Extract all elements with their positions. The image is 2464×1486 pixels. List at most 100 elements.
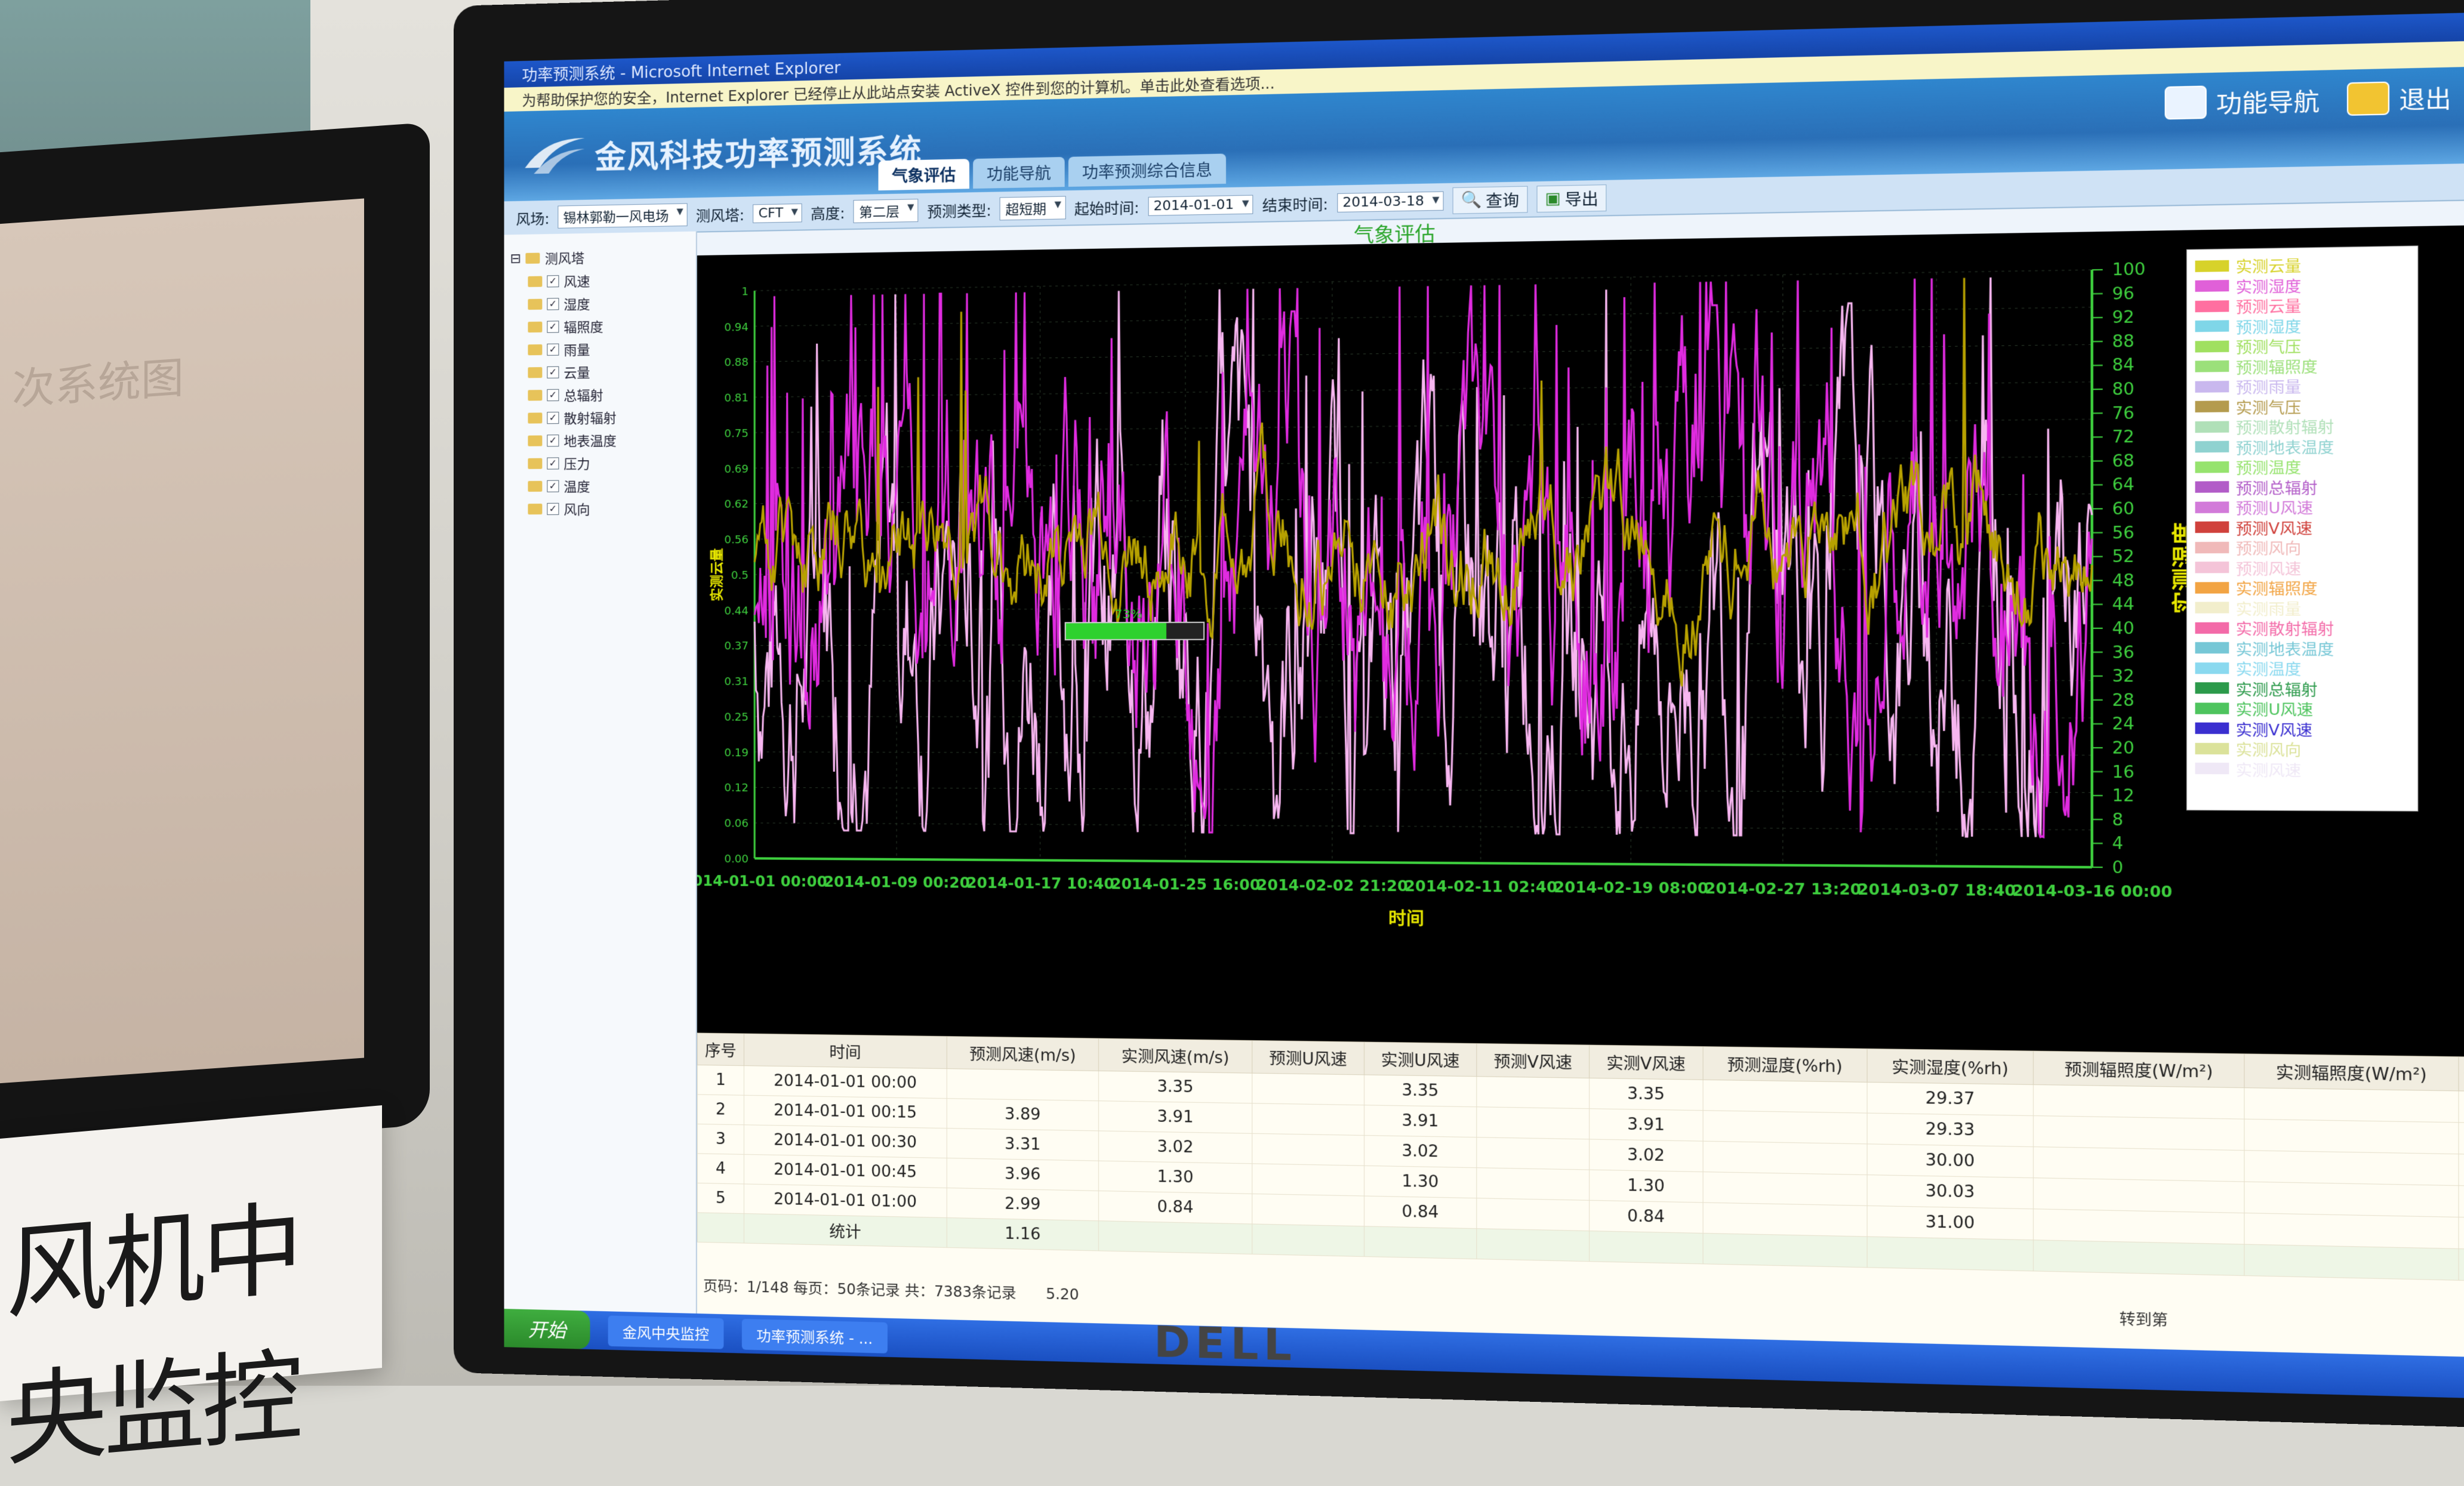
legend-item[interactable]: 预测气压 (2195, 334, 2410, 356)
legend-item[interactable]: 实测V风速 (2195, 719, 2410, 739)
tree-item[interactable]: ✓温度 (528, 474, 689, 498)
legend-label: 实测雨量 (2236, 596, 2301, 619)
table-header-cell[interactable]: 预测风速(m/s) (947, 1037, 1099, 1071)
table-header-cell[interactable]: 序号 (697, 1033, 744, 1066)
tab-weather-assessment[interactable]: 气象评估 (879, 159, 969, 190)
forecast-type-select[interactable]: 超短期 (1000, 196, 1065, 220)
legend-item[interactable]: 预测散射辐射 (2195, 415, 2410, 437)
legend-item[interactable]: 实测总辐射 (2195, 678, 2410, 698)
table-header-cell[interactable]: 实测U风速 (1364, 1042, 1477, 1077)
table-cell: 3.02 (1364, 1135, 1477, 1167)
table-cell: 3.91 (1364, 1105, 1477, 1137)
end-time-input[interactable]: 2014-03-18 (1337, 191, 1444, 212)
start-button[interactable]: 开始 (504, 1309, 590, 1349)
checkbox[interactable]: ✓ (547, 389, 559, 401)
tree-item[interactable]: ✓风向 (528, 497, 689, 520)
legend-swatch (2195, 260, 2229, 272)
table-header-cell[interactable]: 预 (2459, 1057, 2464, 1092)
start-time-input[interactable]: 2014-01-01 (1148, 195, 1253, 215)
tree-item[interactable]: ✓湿度 (528, 291, 689, 316)
legend-item[interactable]: 实测风向 (2195, 738, 2410, 759)
legend-item[interactable]: 预测总辐射 (2195, 476, 2410, 497)
checkbox[interactable]: ✓ (547, 344, 559, 356)
legend-item[interactable]: 实测地表温度 (2195, 637, 2410, 658)
tab-function-nav[interactable]: 功能导航 (973, 157, 1065, 189)
tree-item[interactable]: ✓辐照度 (528, 313, 689, 338)
taskbar-item[interactable]: 金风中央监控 (608, 1315, 724, 1349)
checkbox[interactable]: ✓ (547, 366, 559, 378)
legend-item[interactable]: 预测雨量 (2195, 374, 2410, 397)
checkbox[interactable]: ✓ (547, 275, 559, 287)
export-button[interactable]: ▣ 导出 (1536, 184, 1607, 212)
table-header-cell[interactable]: 实测风速(m/s) (1099, 1038, 1252, 1073)
forecast-type-label: 预测类型: (927, 198, 991, 221)
legend-item[interactable]: 预测辐照度 (2195, 354, 2410, 377)
legend-item[interactable]: 实测雨量 (2195, 597, 2410, 618)
legend-item[interactable]: 预测温度 (2195, 455, 2410, 477)
legend-item[interactable]: 预测风向 (2195, 537, 2410, 558)
table-cell: 30.03 (1867, 1175, 2034, 1209)
stats-cell: 1.16 (947, 1217, 1099, 1250)
wind-farm-select[interactable]: 锡林郭勒一风电场 (558, 204, 688, 229)
checkbox[interactable]: ✓ (547, 298, 559, 310)
chart-panel: 气象评估 0.000.060.120.190.250.310.370.440.5… (697, 199, 2464, 1398)
table-header-cell[interactable]: 时间 (744, 1034, 947, 1069)
legend-item[interactable]: 实测U风速 (2195, 698, 2410, 719)
tree-item[interactable]: ✓雨量 (528, 337, 689, 362)
tree-item[interactable]: ✓散射辐射 (528, 405, 689, 430)
x-tick-label: 2014-01-17 10:40 (966, 874, 1114, 893)
folder-icon (528, 504, 542, 514)
tree-item[interactable]: ✓总辐射 (528, 382, 689, 406)
nav-button[interactable]: 功能导航 (2165, 82, 2320, 121)
legend-item[interactable]: 预测风速 (2195, 557, 2410, 578)
loading-progress-fill (1066, 623, 1166, 639)
legend-item[interactable]: 预测U风速 (2195, 496, 2410, 517)
goto-page-label[interactable]: 转到第 (2120, 1310, 2168, 1329)
tree-root[interactable]: ⊟ 测风塔 (510, 243, 690, 270)
legend-swatch (2195, 501, 2229, 513)
legend-item[interactable]: 实测辐照度 (2195, 576, 2410, 597)
tree-item[interactable]: ✓地表温度 (528, 428, 689, 452)
legend-item[interactable]: 预测V风速 (2195, 516, 2410, 538)
legend-item[interactable]: 实测散射辐射 (2195, 617, 2410, 638)
legend-item[interactable]: 实测风速 (2195, 759, 2410, 779)
y-right-tick-label: 40 (2112, 619, 2134, 639)
checkbox[interactable]: ✓ (547, 434, 559, 446)
y-right-tick-label: 52 (2112, 547, 2134, 566)
taskbar-item[interactable]: 功率预测系统 - ... (742, 1318, 888, 1353)
exit-button[interactable]: 退出 (2347, 79, 2451, 116)
legend-item[interactable]: 实测气压 (2195, 394, 2410, 417)
checkbox[interactable]: ✓ (547, 503, 559, 515)
folder-icon (528, 412, 542, 423)
checkbox[interactable]: ✓ (547, 480, 559, 492)
legend-item[interactable]: 实测温度 (2195, 658, 2410, 678)
table-header-cell[interactable]: 预测辐照度(W/m²) (2034, 1051, 2244, 1088)
x-tick-label: 2014-02-11 02:40 (1405, 877, 1557, 896)
checkbox[interactable]: ✓ (547, 412, 559, 424)
table-header-cell[interactable]: 预测V风速 (1477, 1044, 1590, 1078)
table-header-cell[interactable]: 实测辐照度(W/m²) (2244, 1054, 2459, 1091)
legend-item[interactable]: 预测地表温度 (2195, 435, 2410, 457)
legend-item[interactable]: 预测云量 (2195, 293, 2410, 316)
tab-power-info[interactable]: 功率预测综合信息 (1068, 153, 1226, 187)
legend-item[interactable]: 实测湿度 (2195, 273, 2410, 296)
checkbox[interactable]: ✓ (547, 457, 559, 469)
legend-swatch (2195, 522, 2229, 534)
query-button[interactable]: 🔍 查询 (1453, 186, 1527, 214)
tree-expand-icon[interactable]: ⊟ (510, 251, 521, 266)
tree-item[interactable]: ✓压力 (528, 451, 689, 475)
tree-item[interactable]: ✓风速 (528, 267, 689, 293)
chart-legend: 实测云量实测湿度预测云量预测湿度预测气压预测辐照度预测雨量实测气压预测散射辐射预… (2186, 245, 2419, 811)
legend-item[interactable]: 实测云量 (2195, 252, 2410, 276)
table-header-cell[interactable]: 预测湿度(%rh) (1703, 1047, 1867, 1083)
height-select[interactable]: 第二层 (854, 199, 919, 223)
table-header-cell[interactable]: 实测V风速 (1590, 1045, 1703, 1080)
y-left-tick-label: 0.06 (724, 817, 749, 830)
tower-select[interactable]: CFT (753, 203, 802, 223)
table-cell: 3.91 (1590, 1109, 1703, 1141)
tree-item[interactable]: ✓云量 (528, 359, 689, 384)
legend-item[interactable]: 预测湿度 (2195, 313, 2410, 337)
table-header-cell[interactable]: 预测U风速 (1252, 1041, 1364, 1075)
table-header-cell[interactable]: 实测湿度(%rh) (1867, 1049, 2034, 1084)
checkbox[interactable]: ✓ (547, 320, 559, 332)
